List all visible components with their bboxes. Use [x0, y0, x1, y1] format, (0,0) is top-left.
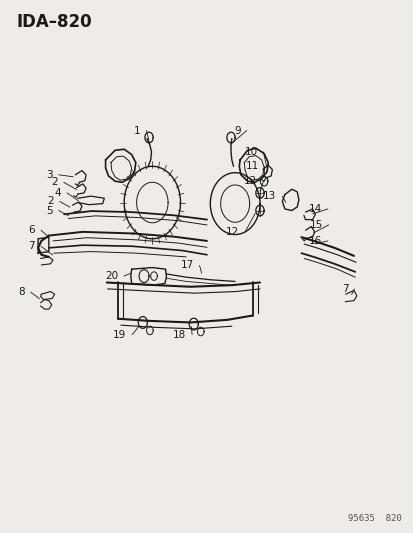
Text: 2: 2: [51, 177, 58, 187]
Text: 13: 13: [263, 191, 276, 201]
Text: 14: 14: [308, 204, 321, 214]
Text: 95635  820: 95635 820: [347, 514, 401, 523]
Text: 7: 7: [28, 241, 35, 251]
Text: 19: 19: [113, 330, 126, 340]
Text: 1: 1: [134, 126, 140, 135]
Text: 20: 20: [104, 271, 118, 281]
Text: 10: 10: [244, 147, 257, 157]
Text: 17: 17: [180, 261, 193, 270]
Text: 12: 12: [225, 227, 239, 237]
Text: 2: 2: [47, 197, 54, 206]
Text: 11: 11: [245, 161, 258, 171]
Text: 9: 9: [234, 126, 240, 135]
Text: 16: 16: [308, 236, 321, 246]
Text: 5: 5: [46, 206, 53, 215]
Text: 18: 18: [173, 330, 186, 340]
Text: IDA–820: IDA–820: [17, 13, 92, 31]
Text: 12: 12: [244, 176, 257, 186]
Text: 8: 8: [18, 287, 25, 297]
Text: 15: 15: [309, 220, 322, 230]
Text: 7: 7: [341, 284, 348, 294]
Text: 3: 3: [46, 170, 53, 180]
Text: 4: 4: [55, 188, 61, 198]
Text: 6: 6: [28, 225, 35, 235]
